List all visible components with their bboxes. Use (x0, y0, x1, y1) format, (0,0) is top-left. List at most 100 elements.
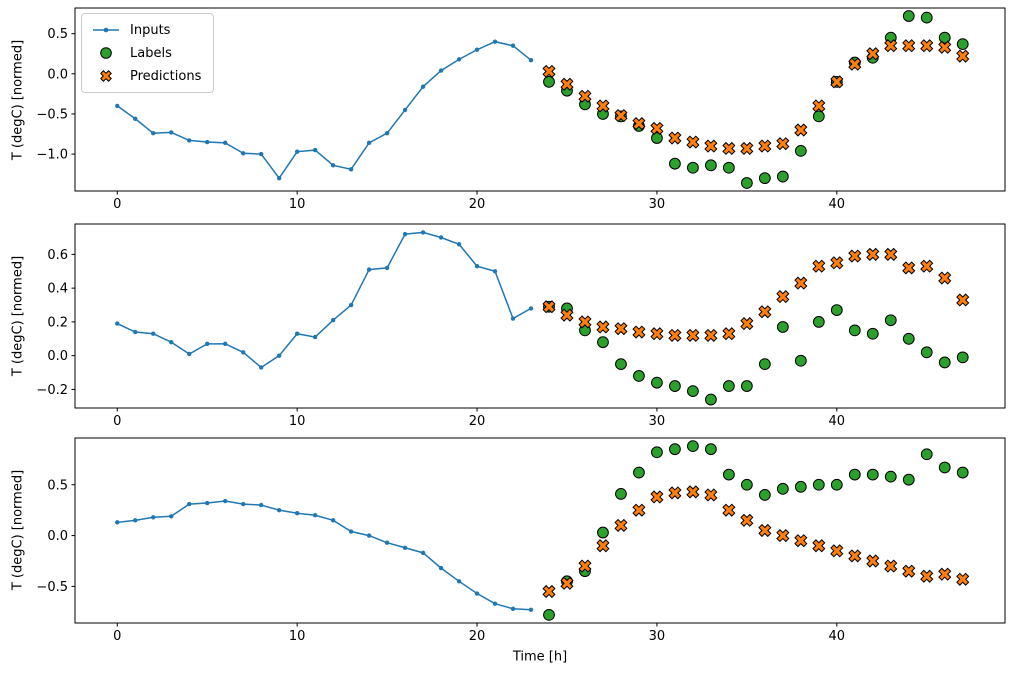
inputs-dot-marker (528, 306, 534, 311)
inputs-dot-marker (169, 339, 174, 345)
predictions-x-marker (542, 300, 556, 314)
inputs-dot-marker (330, 318, 336, 323)
labels-circle-marker (687, 440, 699, 453)
predictions-x-marker (920, 39, 934, 53)
legend-item-predictions: Predictions (91, 68, 201, 84)
subplot-2: 0 10 20 30 40 0.6 0.4 0.2 0.0 −0.2 (36, 223, 1006, 429)
predictions-x-marker (866, 47, 880, 61)
inputs-dot-marker (187, 501, 192, 507)
predictions-x-marker (956, 572, 970, 586)
x-tick-label: 10 (289, 414, 306, 429)
labels-circle-marker (740, 478, 753, 491)
y-axis-label-subplot-3: T (degC) [normed] (10, 469, 26, 591)
predictions-x-marker (722, 141, 736, 156)
labels-circle-marker (956, 351, 969, 364)
labels-circle-marker (812, 478, 825, 491)
labels-circle-marker (884, 470, 897, 483)
x-marker-icon (100, 70, 112, 82)
legend-label-labels: Labels (130, 45, 172, 61)
predictions-x-marker (650, 327, 664, 341)
inputs-dot-marker (402, 545, 408, 550)
predictions-x-marker (578, 559, 592, 573)
labels-circle-marker (920, 11, 933, 24)
predictions-x-marker (650, 121, 664, 135)
inputs-line (117, 500, 532, 611)
x-tick-label: 40 (829, 629, 846, 644)
inputs-line (116, 231, 532, 369)
predictions-x-marker (704, 139, 718, 153)
predictions-x-marker (686, 135, 700, 149)
predictions-x-marker (776, 529, 790, 543)
x-tick-label: 30 (649, 414, 666, 429)
inputs-dot-marker (312, 147, 318, 153)
inputs-dot-marker (276, 175, 282, 181)
inputs-dot-marker (276, 507, 282, 513)
y-tick-label: 0.0 (47, 349, 68, 364)
inputs-dot-marker (115, 321, 120, 326)
labels-circle-marker (687, 385, 699, 398)
x-tick-label: 40 (829, 197, 846, 212)
inputs-dot-marker (187, 351, 192, 357)
y-tick-label: −0.5 (36, 107, 68, 122)
labels-circle-marker (956, 38, 969, 51)
predictions-x-marker (902, 261, 916, 275)
predictions-x-marker (794, 276, 808, 290)
predictions-x-marker (848, 549, 862, 563)
inputs-dot-marker (420, 230, 426, 235)
inputs-dot-marker (384, 131, 390, 136)
labels-circle-marker (633, 370, 645, 382)
inputs-dot-marker (258, 365, 264, 370)
predictions-x-marker (938, 40, 952, 54)
predictions-x-marker (614, 322, 628, 336)
labels-circle-marker (938, 461, 951, 474)
predictions-x-marker (794, 534, 808, 548)
predictions-x-marker (866, 247, 880, 261)
predictions-x-marker (560, 308, 574, 322)
inputs-dot-marker (330, 163, 336, 168)
predictions-x-marker (686, 328, 700, 342)
labels-circle-marker (615, 488, 627, 500)
subplot-1: 0 10 20 30 40 0.5 0.0 −0.5 −1.0 (36, 7, 1006, 212)
y-axis-label-subplot-2: T (degC) [normed] (10, 255, 26, 377)
labels-circle-marker (722, 468, 735, 481)
inputs-dot-marker (420, 550, 426, 556)
predictions-x-marker (794, 123, 808, 137)
predictions-x-marker (560, 77, 574, 91)
labels-circle-marker (704, 443, 717, 456)
inputs-dot-marker (151, 331, 156, 336)
labels-circle-marker (651, 446, 663, 459)
predictions-x-marker (830, 75, 844, 89)
y-tick-label: 0.2 (47, 315, 68, 330)
labels-circle-marker (615, 358, 627, 371)
predictions-x-marker (596, 320, 610, 334)
inputs-dot-marker (223, 140, 228, 146)
inputs-line (116, 40, 532, 180)
inputs-dot-marker (205, 139, 210, 145)
inputs-dot-marker (456, 579, 462, 584)
predictions-x-marker (758, 139, 772, 153)
predictions-x-marker (848, 57, 862, 71)
inputs-dot-marker (133, 518, 138, 523)
predictions-x-marker (848, 249, 862, 263)
predictions-x-marker (920, 569, 934, 583)
predictions-x-marker (938, 271, 952, 285)
legend-label-predictions: Predictions (130, 68, 202, 84)
inputs-dot-marker (510, 606, 516, 611)
inputs-dot-marker (402, 107, 408, 113)
labels-circle-marker (776, 321, 789, 333)
predictions-x-marker (902, 564, 916, 578)
x-tick-label: 20 (469, 629, 486, 644)
inputs-dot-marker (366, 140, 372, 146)
series-labels (543, 300, 969, 406)
predictions-x-marker (632, 325, 646, 339)
predictions-x-marker (596, 539, 610, 553)
inputs-dot-marker (384, 540, 390, 545)
labels-circle-marker (938, 356, 951, 369)
labels-circle-marker (704, 159, 717, 172)
y-tick-label: 0.5 (47, 478, 68, 493)
line-dot-marker-icon (93, 27, 119, 33)
labels-circle-marker (866, 468, 879, 481)
inputs-dot-marker (133, 329, 138, 335)
predictions-x-marker (830, 256, 844, 270)
